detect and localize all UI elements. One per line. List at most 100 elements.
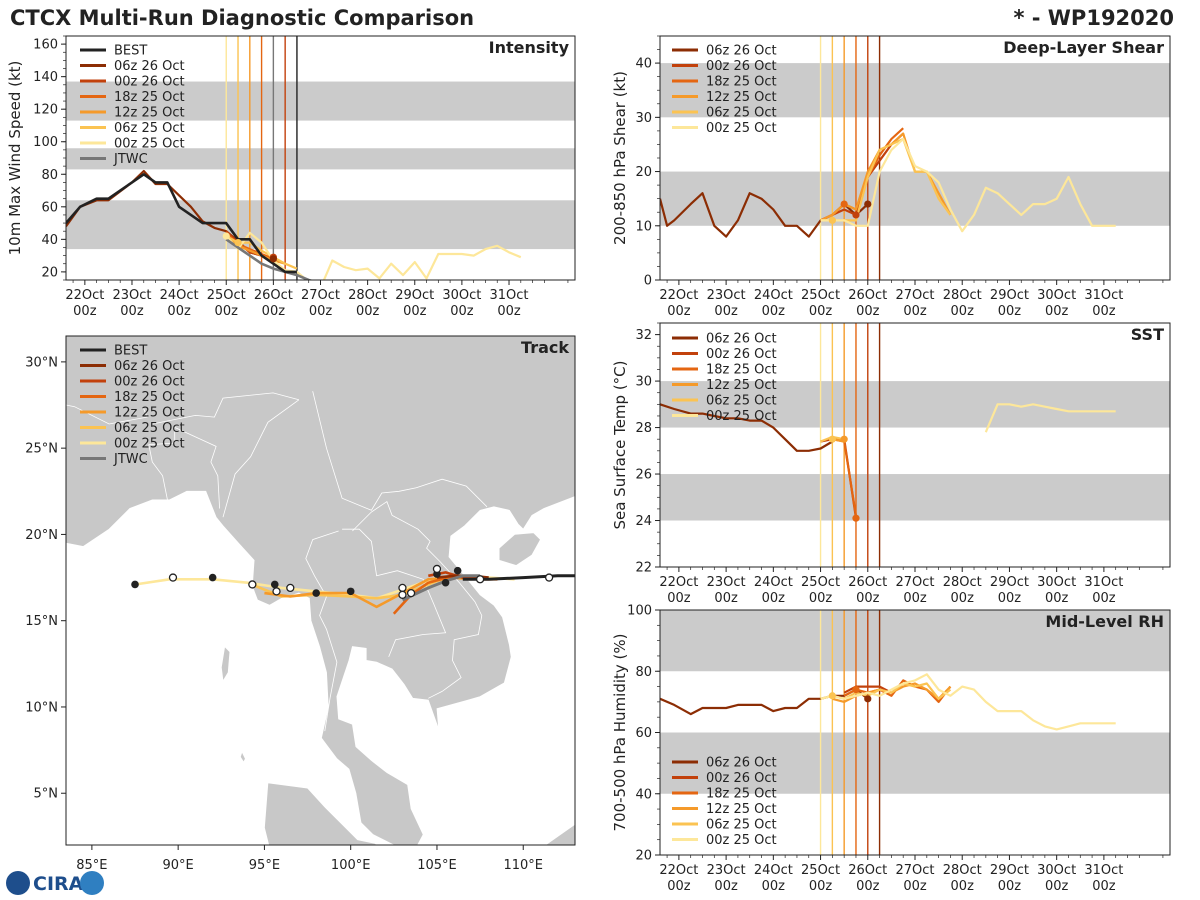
x-tick-label-hour: 00z xyxy=(450,304,474,319)
x-tick-label-hour: 00z xyxy=(951,879,975,894)
lat-tick-label: 30°N xyxy=(25,355,58,370)
x-tick-label-hour: 00z xyxy=(262,304,286,319)
y-tick-label: 160 xyxy=(33,38,58,53)
y-axis-label: 10m Max Wind Speed (kt) xyxy=(6,61,24,256)
rh-panel: 2040608010022Oct00z23Oct00z24Oct00z25Oct… xyxy=(611,604,1171,894)
shaded-band xyxy=(660,610,1170,672)
x-tick-label-date: 30Oct xyxy=(1037,863,1076,878)
country-border xyxy=(352,500,483,699)
lon-tick-label: 100°E xyxy=(331,858,371,873)
storm-id: * - WP192020 xyxy=(1013,6,1174,30)
sri-lanka xyxy=(0,710,38,776)
y-tick-label: 22 xyxy=(635,561,652,576)
logo-globe-icon xyxy=(6,871,30,895)
x-tick-label-date: 26Oct xyxy=(254,288,293,303)
lat-tick-label: 10°N xyxy=(25,700,58,715)
x-tick-label-date: 28Oct xyxy=(348,288,387,303)
series-marker xyxy=(852,514,860,522)
x-tick-label-hour: 00z xyxy=(1092,304,1116,319)
x-tick-label-hour: 00z xyxy=(998,879,1022,894)
x-tick-label-hour: 00z xyxy=(903,591,927,606)
x-tick-label-date: 25Oct xyxy=(207,288,246,303)
x-tick-label-date: 24Oct xyxy=(754,575,793,590)
x-tick-label-date: 25Oct xyxy=(801,288,840,303)
legend-label: JTWC xyxy=(113,152,148,167)
x-tick-label-date: 23Oct xyxy=(112,288,151,303)
shaded-band xyxy=(660,171,1170,226)
country-border xyxy=(148,426,220,509)
lon-tick-label: 90°E xyxy=(163,858,194,873)
series-marker xyxy=(269,255,277,263)
y-tick-label: 100 xyxy=(33,135,58,150)
y-tick-label: 40 xyxy=(635,787,652,802)
x-tick-label-date: 31Oct xyxy=(1084,288,1123,303)
track-point-open xyxy=(168,573,178,582)
plot-area xyxy=(660,36,1170,280)
track-point-filled xyxy=(453,566,462,575)
x-tick-label-hour: 00z xyxy=(856,304,880,319)
sumatra-island xyxy=(263,782,378,845)
legend-label: 00z 25 Oct xyxy=(114,137,185,152)
track-point-filled xyxy=(208,573,217,582)
y-tick-label: 28 xyxy=(635,421,652,436)
x-tick-label-date: 28Oct xyxy=(943,863,982,878)
x-tick-label-date: 28Oct xyxy=(943,575,982,590)
x-tick-label-hour: 00z xyxy=(714,304,738,319)
x-tick-label-date: 22Oct xyxy=(659,863,698,878)
x-tick-label-hour: 00z xyxy=(1092,879,1116,894)
y-tick-label: 40 xyxy=(635,57,652,72)
x-tick-label-hour: 00z xyxy=(714,879,738,894)
country-border xyxy=(66,404,148,425)
y-tick-label: 140 xyxy=(33,70,58,85)
x-tick-label-date: 24Oct xyxy=(754,863,793,878)
figure-title: CTCX Multi-Run Diagnostic Comparison xyxy=(10,6,474,30)
lat-tick-label: 25°N xyxy=(25,442,58,457)
x-tick-label-date: 26Oct xyxy=(848,863,887,878)
track-point-filled xyxy=(312,589,320,597)
x-tick-label-date: 27Oct xyxy=(301,288,340,303)
x-tick-label-hour: 00z xyxy=(497,304,521,319)
x-tick-label-date: 30Oct xyxy=(1037,288,1076,303)
legend-label: 00z 26 Oct xyxy=(114,75,185,90)
x-tick-label-hour: 00z xyxy=(1045,591,1069,606)
legend-label: 12z 25 Oct xyxy=(706,802,777,817)
track-point-open xyxy=(432,564,442,574)
legend-label: 06z 26 Oct xyxy=(706,332,777,347)
panel-title: SST xyxy=(1131,325,1164,344)
legend-label: 06z 25 Oct xyxy=(114,121,185,136)
x-tick-label-hour: 00z xyxy=(167,304,191,319)
country-border xyxy=(305,530,339,732)
track-point-filled xyxy=(131,580,139,589)
series-line-r5 xyxy=(820,137,1116,233)
x-tick-label-hour: 00z xyxy=(667,879,691,894)
track-point-filled xyxy=(441,578,450,587)
legend-label: 00z 26 Oct xyxy=(114,375,185,390)
legend-label: 06z 26 Oct xyxy=(114,359,185,374)
lat-tick-label: 15°N xyxy=(25,614,58,629)
y-tick-label: 20 xyxy=(635,165,652,180)
x-tick-label-date: 22Oct xyxy=(65,288,104,303)
series-marker xyxy=(828,692,836,700)
andaman-island xyxy=(220,645,231,683)
x-tick-label-hour: 00z xyxy=(998,304,1022,319)
legend-label: 00z 25 Oct xyxy=(706,833,777,848)
track-panel: 85°E 90°E 95°E 100°E 105°E 110°E 5°N 10°N 15°N 20… xyxy=(0,335,576,873)
x-tick-label-hour: 00z xyxy=(667,304,691,319)
legend-label: 00z 26 Oct xyxy=(706,347,777,362)
y-tick-label: 32 xyxy=(635,328,652,343)
hainan-island xyxy=(498,532,541,566)
shear-panel: 01020304022Oct00z23Oct00z24Oct00z25Oct00… xyxy=(611,35,1171,319)
y-tick-label: 60 xyxy=(41,200,58,215)
panel-title: Intensity xyxy=(489,38,570,57)
shaded-band xyxy=(66,148,575,170)
legend-label: BEST xyxy=(114,44,147,59)
logo-swirl-icon xyxy=(80,871,104,895)
legend-label: 12z 25 Oct xyxy=(706,90,777,105)
track-point-open xyxy=(475,575,485,584)
legend-label: 18z 25 Oct xyxy=(114,390,185,405)
shaded-band xyxy=(660,732,1170,794)
x-tick-label-date: 29Oct xyxy=(990,863,1029,878)
legend-label: BEST xyxy=(114,344,147,359)
country-border xyxy=(312,391,488,511)
